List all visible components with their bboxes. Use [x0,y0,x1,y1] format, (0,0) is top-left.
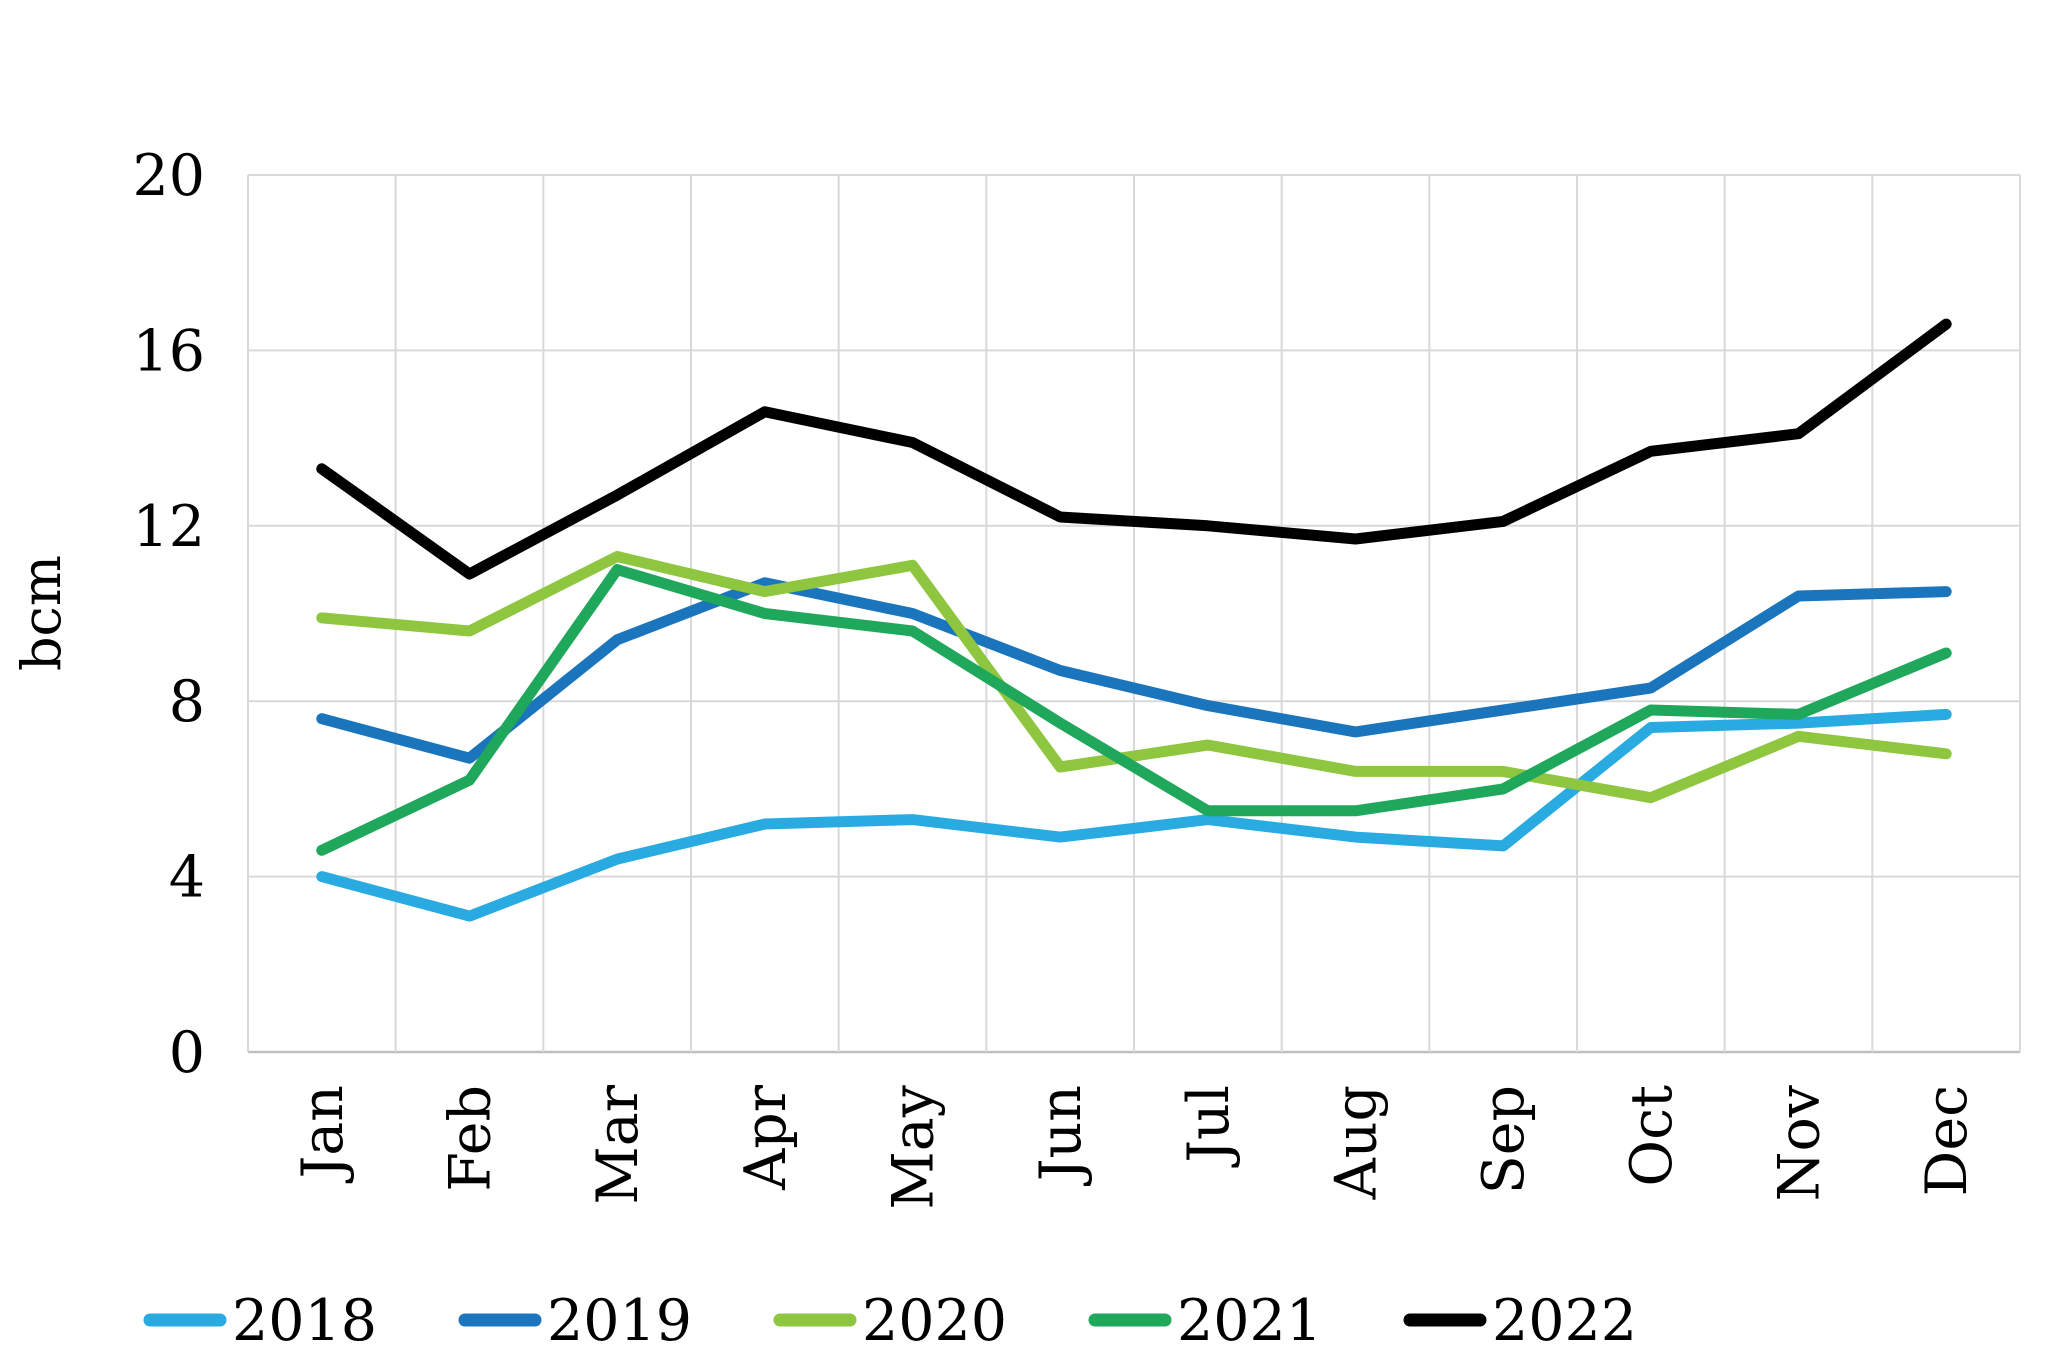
series-line-2019 [316,577,1952,764]
x-tick-label-feb: Feb [438,1085,504,1192]
legend-label-2019: 2019 [547,1288,692,1354]
y-tick-label-8: 8 [169,669,205,735]
x-tick-label-jul: Jul [1176,1085,1242,1168]
x-tick-label-sep: Sep [1471,1085,1537,1194]
x-tick-label-oct: Oct [1619,1085,1685,1187]
y-tick-label-12: 12 [132,494,205,560]
legend-label-2020: 2020 [862,1288,1007,1354]
y-tick-label-20: 20 [132,143,205,209]
series-line-2022 [316,318,1952,580]
x-tick-label-aug: Aug [1324,1085,1390,1200]
y-tick-label-16: 16 [132,318,205,384]
x-tick-label-dec: Dec [1914,1085,1980,1196]
x-tick-label-jan: Jan [290,1085,356,1184]
legend-label-2018: 2018 [232,1288,377,1354]
legend-label-2022: 2022 [1492,1288,1637,1354]
y-tick-label-4: 4 [169,845,205,911]
y-axis-title: bcm [10,555,73,671]
x-tick-label-nov: Nov [1767,1084,1833,1201]
x-tick-label-may: May [881,1084,947,1209]
legend-label-2021: 2021 [1177,1288,1322,1354]
series-line-2018 [316,708,1952,922]
x-tick-label-jun: Jun [1028,1085,1094,1186]
x-tick-label-mar: Mar [585,1084,651,1204]
series-line-2020 [316,551,1952,804]
series-line-2021 [316,564,1952,856]
x-tick-label-apr: Apr [733,1084,799,1191]
y-tick-label-0: 0 [169,1020,205,1086]
